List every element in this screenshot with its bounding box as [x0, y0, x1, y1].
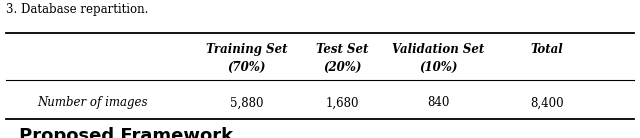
Text: (70%): (70%) [227, 61, 266, 74]
Text: Number of images: Number of images [38, 96, 148, 109]
Text: 840: 840 [428, 96, 449, 109]
Text: Validation Set: Validation Set [392, 43, 484, 56]
Text: Training Set: Training Set [205, 43, 287, 56]
Text: 8,400: 8,400 [531, 96, 564, 109]
Text: 1,680: 1,680 [326, 96, 359, 109]
Text: 5,880: 5,880 [230, 96, 263, 109]
Text: (20%): (20%) [323, 61, 362, 74]
Text: Test Set: Test Set [316, 43, 369, 56]
Text: (10%): (10%) [419, 61, 458, 74]
Text: Total: Total [531, 43, 564, 56]
Text: 3. Database repartition.: 3. Database repartition. [6, 3, 148, 16]
Text: . Proposed Framework: . Proposed Framework [6, 127, 234, 138]
